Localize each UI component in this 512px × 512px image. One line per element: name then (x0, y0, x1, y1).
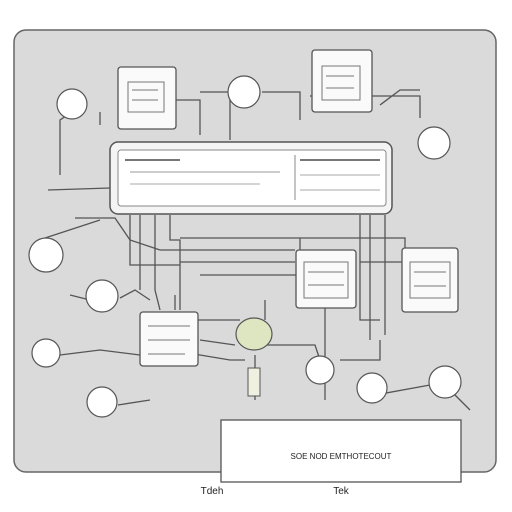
sensor-node (56, 88, 88, 120)
top-left-module-box (117, 66, 177, 130)
sensor-node (85, 279, 119, 313)
connection-lines (44, 89, 471, 411)
central-device (235, 317, 273, 397)
sensor-node (428, 365, 462, 399)
base-panel (220, 419, 462, 483)
bottom-label-left: Tdeh (201, 486, 224, 497)
middle-module-box (295, 249, 357, 309)
sensor-node (28, 237, 64, 273)
base-panel-text: SOE NOD EMTHOTECOUT (291, 452, 392, 461)
sensor-node (227, 75, 261, 109)
sensor-nodes (28, 75, 462, 418)
sensor-node (305, 355, 335, 385)
sensor-node (356, 372, 388, 404)
lower-left-module-box (139, 311, 199, 367)
right-module-box (401, 247, 459, 313)
top-right-module-box (311, 49, 373, 113)
sensor-node (86, 386, 118, 418)
main-controller-box (109, 141, 393, 215)
sensor-node (417, 126, 451, 160)
bottom-label-right: Tek (333, 486, 350, 497)
sensor-node (31, 338, 61, 368)
